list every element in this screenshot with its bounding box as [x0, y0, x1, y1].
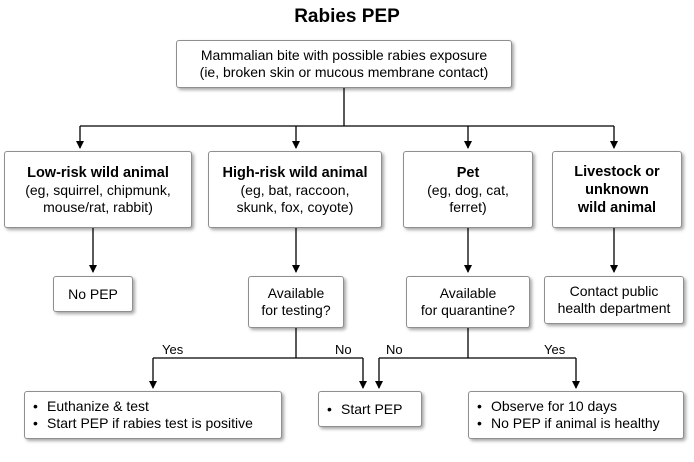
observe-item-2: No PEP if animal is healthy: [477, 415, 660, 432]
quarantine-question-box: Available for quarantine?: [406, 276, 530, 328]
testing-question-2: for testing?: [261, 302, 331, 318]
start-box: Mammalian bite with possible rabies expo…: [176, 40, 512, 88]
high-risk-heading: High-risk wild animal: [222, 164, 368, 181]
euthanize-test-box: Euthanize & test Start PEP if rabies tes…: [24, 391, 282, 439]
high-risk-detail-2: skunk, fox, coyote): [236, 198, 354, 215]
no-pep-text: No PEP: [68, 285, 118, 302]
pet-heading: Pet: [456, 164, 480, 181]
pet-detail-1: (eg, dog, cat,: [427, 181, 509, 198]
livestock-box: Livestock or unknown wild animal: [552, 151, 682, 228]
pet-detail-2: ferret): [449, 198, 487, 215]
pet-box: Pet (eg, dog, cat, ferret): [403, 151, 533, 228]
euthanize-item-2: Start PEP if rabies test is positive: [33, 415, 253, 432]
low-risk-detail-2: mouse/rat, rabbit): [43, 198, 153, 215]
high-risk-box: High-risk wild animal (eg, bat, raccoon,…: [208, 151, 382, 228]
label-testing-no: No: [335, 342, 352, 357]
low-risk-detail-1: (eg, squirrel, chipmunk,: [25, 181, 171, 198]
livestock-heading-3: wild animal: [577, 199, 657, 216]
high-risk-detail-1: (eg, bat, raccoon,: [240, 181, 350, 198]
start-pep-box: Start PEP: [318, 391, 422, 427]
contact-line-2: health department: [557, 300, 671, 316]
start-line-1: Mammalian bite with possible rabies expo…: [200, 47, 488, 63]
livestock-heading-1: Livestock or: [574, 163, 660, 180]
livestock-heading-2: unknown: [585, 181, 649, 198]
quarantine-question-1: Available: [439, 285, 497, 301]
start-pep-item: Start PEP: [327, 401, 402, 418]
euthanize-item-1: Euthanize & test: [33, 398, 149, 415]
testing-question-box: Available for testing?: [248, 276, 344, 328]
diagram-title: Rabies PEP: [294, 6, 400, 27]
observe-item-1: Observe for 10 days: [477, 398, 617, 415]
label-quarantine-yes: Yes: [544, 342, 566, 357]
no-pep-box: No PEP: [53, 276, 133, 312]
contact-health-box: Contact public health department: [544, 276, 684, 324]
start-line-2: (ie, broken skin or mucous membrane cont…: [199, 64, 489, 80]
label-testing-yes: Yes: [162, 342, 184, 357]
quarantine-question-2: for quarantine?: [420, 302, 516, 318]
low-risk-box: Low-risk wild animal (eg, squirrel, chip…: [4, 151, 192, 228]
low-risk-heading: Low-risk wild animal: [27, 164, 169, 181]
contact-line-1: Contact public: [569, 283, 659, 299]
label-quarantine-no: No: [386, 342, 403, 357]
observe-box: Observe for 10 days No PEP if animal is …: [468, 391, 684, 439]
testing-question-1: Available: [267, 285, 325, 301]
